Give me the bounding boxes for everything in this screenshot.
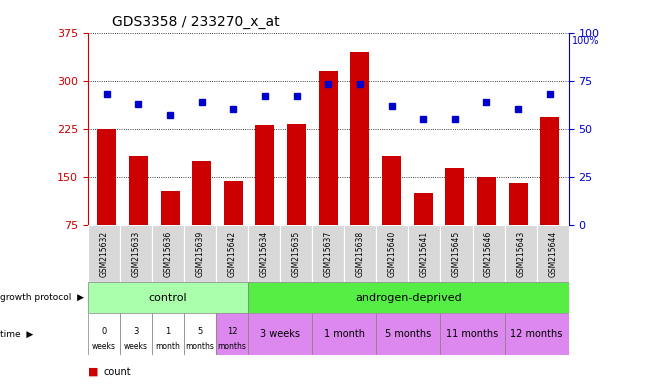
Text: GSM215638: GSM215638 <box>356 230 365 276</box>
Text: GSM215640: GSM215640 <box>388 230 397 276</box>
Bar <box>477 177 496 225</box>
Bar <box>192 161 211 225</box>
Text: 100%: 100% <box>572 36 599 46</box>
Text: GSM215645: GSM215645 <box>452 230 461 276</box>
Bar <box>248 313 312 355</box>
Text: 1 month: 1 month <box>324 329 365 339</box>
Bar <box>129 156 148 225</box>
Text: GSM215642: GSM215642 <box>227 230 237 276</box>
Bar <box>287 124 306 225</box>
Text: 3: 3 <box>133 328 138 336</box>
Bar <box>161 191 179 225</box>
Text: control: control <box>149 293 187 303</box>
Bar <box>184 225 216 282</box>
Bar <box>120 313 152 355</box>
Text: weeks: weeks <box>124 342 148 351</box>
Bar <box>280 225 312 282</box>
Bar <box>216 313 248 355</box>
Bar <box>376 225 408 282</box>
Text: count: count <box>104 367 131 377</box>
Text: GSM215643: GSM215643 <box>516 230 525 276</box>
Text: 12: 12 <box>227 328 237 336</box>
Text: growth protocol  ▶: growth protocol ▶ <box>0 293 84 302</box>
Bar <box>216 225 248 282</box>
Bar <box>537 225 569 282</box>
Bar <box>473 225 504 282</box>
Text: 11 months: 11 months <box>447 329 499 339</box>
Text: months: months <box>185 342 214 351</box>
Text: 0: 0 <box>101 328 107 336</box>
Bar <box>504 225 537 282</box>
Text: 5: 5 <box>198 328 203 336</box>
Bar <box>248 225 280 282</box>
Text: ■: ■ <box>88 367 98 377</box>
Bar <box>152 313 184 355</box>
Text: 3 weeks: 3 weeks <box>260 329 300 339</box>
Bar <box>540 117 559 225</box>
Bar <box>376 313 441 355</box>
Bar <box>508 183 528 225</box>
Text: 5 months: 5 months <box>385 329 432 339</box>
Bar <box>248 282 569 313</box>
Bar <box>312 225 344 282</box>
Bar <box>224 181 243 225</box>
Bar <box>255 126 274 225</box>
Bar <box>184 313 216 355</box>
Text: months: months <box>218 342 246 351</box>
Bar <box>504 313 569 355</box>
Text: GSM215635: GSM215635 <box>292 230 301 276</box>
Bar <box>120 225 152 282</box>
Text: GSM215636: GSM215636 <box>163 230 172 276</box>
Text: GSM215639: GSM215639 <box>196 230 205 276</box>
Text: GSM215646: GSM215646 <box>484 230 493 276</box>
Bar <box>88 225 120 282</box>
Text: androgen-deprived: androgen-deprived <box>355 293 462 303</box>
Bar <box>344 225 376 282</box>
Text: GSM215644: GSM215644 <box>548 230 557 276</box>
Text: GSM215637: GSM215637 <box>324 230 333 276</box>
Text: GSM215633: GSM215633 <box>131 230 140 276</box>
Bar <box>312 313 376 355</box>
Text: GSM215634: GSM215634 <box>259 230 268 276</box>
Text: 12 months: 12 months <box>510 329 563 339</box>
Bar <box>88 313 120 355</box>
Bar <box>318 71 338 225</box>
Bar <box>408 225 441 282</box>
Bar <box>152 225 184 282</box>
Bar <box>98 129 116 225</box>
Bar <box>382 156 401 225</box>
Text: month: month <box>155 342 180 351</box>
Text: GSM215632: GSM215632 <box>99 230 109 276</box>
Bar <box>88 282 248 313</box>
Bar <box>441 225 473 282</box>
Text: time  ▶: time ▶ <box>0 329 33 339</box>
Text: weeks: weeks <box>92 342 116 351</box>
Bar <box>445 168 464 225</box>
Text: 1: 1 <box>165 328 170 336</box>
Text: GDS3358 / 233270_x_at: GDS3358 / 233270_x_at <box>112 15 280 29</box>
Text: GSM215641: GSM215641 <box>420 230 429 276</box>
Bar <box>441 313 504 355</box>
Bar <box>413 193 433 225</box>
Bar <box>350 52 369 225</box>
